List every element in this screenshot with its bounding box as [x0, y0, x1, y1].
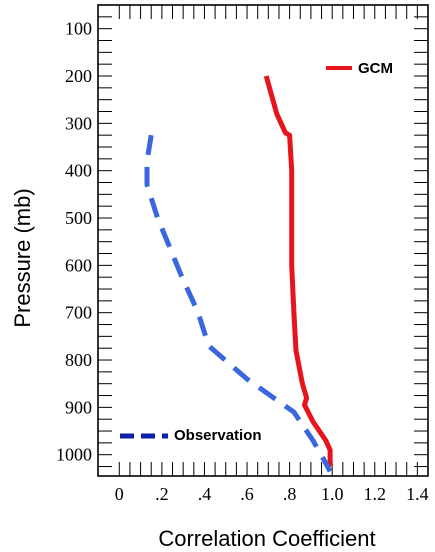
y-tick-label: 400	[65, 161, 92, 181]
plot-frame	[97, 4, 429, 477]
y-tick-label: 800	[65, 350, 92, 370]
y-tick-label: 600	[65, 255, 92, 275]
x-tick-label: 1.4	[406, 484, 429, 504]
x-tick-marks	[118, 5, 418, 476]
x-tick-label: .8	[283, 484, 297, 504]
x-tick-label: 0	[115, 484, 124, 504]
series-layer	[144, 75, 333, 473]
y-tick-label: 100	[65, 19, 92, 39]
x-tick-label: 1.2	[364, 484, 387, 504]
y-tick-labels: 100 200 300 400 500 600 700 800 900 1000	[56, 19, 92, 465]
x-tick-label: .6	[240, 484, 254, 504]
x-tick-labels: 0 .2 .4 .6 .8 1.0 1.2 1.4	[115, 484, 429, 504]
x-tick-label: 1.0	[321, 484, 344, 504]
y-tick-label: 500	[65, 208, 92, 228]
y-tick-label: 700	[65, 303, 92, 323]
x-tick-label: .2	[155, 484, 169, 504]
legend-layer: GCM Observation	[120, 60, 393, 444]
y-axis-title: Pressure (mb)	[10, 188, 35, 327]
y-tick-label: 200	[65, 66, 92, 86]
y-tick-label: 900	[65, 397, 92, 417]
y-tick-label: 300	[65, 113, 92, 133]
series-line-observation	[144, 134, 333, 473]
series-line-gcm	[263, 75, 333, 467]
x-axis-title: Correlation Coefficient	[158, 526, 375, 551]
y-tick-marks	[98, 16, 428, 468]
legend-label-gcm: GCM	[358, 60, 393, 77]
legend-label-observation: Observation	[174, 427, 262, 444]
y-tick-label: 1000	[56, 445, 92, 465]
x-tick-label: .4	[198, 484, 212, 504]
